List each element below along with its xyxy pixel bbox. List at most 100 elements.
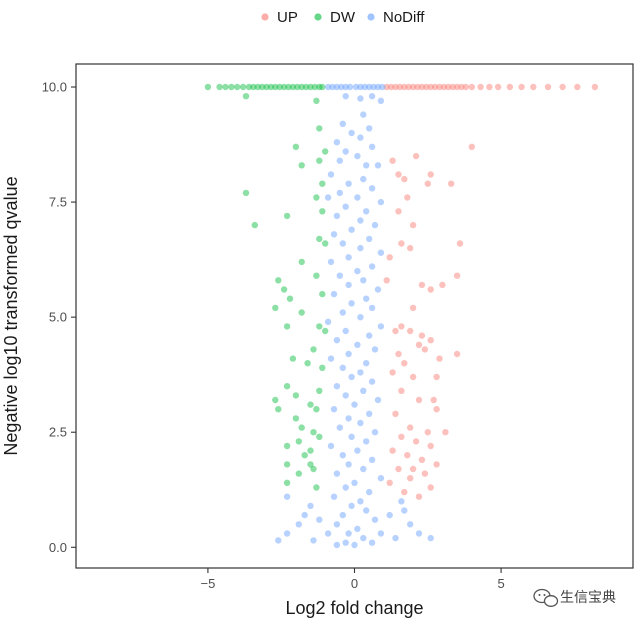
data-point: [389, 157, 396, 164]
data-point: [424, 180, 431, 187]
legend-label-dw: DW: [330, 9, 356, 26]
data-point: [574, 83, 581, 91]
data-point: [477, 83, 484, 91]
data-point: [313, 406, 320, 413]
data-point: [333, 83, 341, 91]
data-point: [591, 83, 599, 91]
data-point: [354, 152, 361, 160]
data-point: [333, 139, 341, 146]
data-point: [396, 83, 404, 91]
data-point: [360, 465, 367, 473]
data-point: [374, 396, 382, 404]
data-point: [304, 360, 311, 367]
data-point: [354, 341, 361, 348]
data-point: [285, 83, 292, 91]
data-point: [322, 148, 329, 155]
data-point: [357, 369, 364, 376]
data-point: [259, 83, 266, 91]
data-point: [313, 97, 320, 105]
data-point: [357, 95, 364, 102]
data-point: [354, 525, 361, 533]
wechat-icon: [533, 588, 559, 607]
data-point: [351, 401, 358, 408]
data-point: [360, 277, 367, 284]
data-point: [289, 355, 297, 362]
data-point: [368, 143, 376, 150]
data-point: [289, 83, 297, 91]
data-point: [368, 263, 376, 270]
data-point: [368, 304, 376, 312]
series-dw: [204, 83, 329, 491]
data-point: [307, 461, 314, 468]
data-point: [250, 83, 257, 91]
data-point: [316, 157, 323, 164]
data-point: [395, 465, 402, 473]
data-point: [421, 346, 429, 353]
data-point: [486, 83, 493, 91]
data-point: [427, 534, 434, 542]
data-point: [239, 83, 247, 91]
data-point: [366, 410, 373, 417]
data-point: [342, 83, 349, 91]
data-point: [254, 83, 261, 91]
data-point: [392, 534, 399, 542]
data-point: [339, 309, 346, 316]
data-point: [327, 355, 335, 362]
data-point: [374, 286, 382, 293]
data-point: [389, 369, 396, 376]
x-axis-title: Log2 fold change: [285, 598, 423, 618]
data-point: [407, 424, 414, 431]
watermark: 生信宝典: [533, 588, 616, 607]
data-point: [430, 396, 437, 404]
data-point: [339, 240, 346, 247]
y-axis-title: Negative log10 transformed qvalue: [1, 176, 21, 455]
data-point: [339, 511, 346, 519]
data-point: [319, 364, 326, 371]
legend-label-up: UP: [277, 9, 298, 26]
data-point: [370, 83, 377, 91]
data-point: [377, 97, 385, 105]
data-point: [368, 378, 376, 385]
data-point: [361, 83, 368, 91]
data-point: [330, 406, 338, 413]
data-point: [234, 83, 241, 91]
data-point: [387, 83, 395, 91]
data-point: [283, 383, 291, 390]
data-point: [283, 493, 291, 500]
data-point: [360, 534, 367, 542]
data-point: [377, 475, 385, 482]
data-point: [345, 254, 352, 261]
data-point: [453, 350, 461, 358]
data-point: [307, 401, 314, 408]
data-point: [436, 355, 443, 362]
data-point: [442, 429, 449, 436]
legend-label-nodiff: NoDiff: [383, 9, 425, 26]
data-point: [342, 484, 349, 491]
data-point: [401, 175, 408, 183]
data-point: [427, 484, 434, 491]
data-point: [409, 221, 417, 229]
x-tick-label: −5: [201, 576, 216, 591]
data-point: [352, 83, 360, 91]
data-point: [333, 521, 341, 528]
data-point: [368, 185, 376, 192]
data-point: [379, 83, 386, 91]
data-point: [377, 323, 385, 330]
data-point: [424, 429, 431, 436]
data-point: [494, 83, 502, 91]
data-point: [407, 475, 414, 482]
data-point: [283, 479, 291, 486]
data-point: [427, 83, 434, 91]
data-point: [310, 537, 317, 544]
data-point: [374, 83, 382, 91]
data-point: [316, 433, 323, 440]
data-point: [292, 143, 300, 150]
data-point: [386, 479, 393, 486]
data-point: [351, 541, 358, 549]
data-point: [445, 83, 452, 91]
series-up: [383, 83, 599, 500]
x-tick-label: 0: [351, 576, 358, 591]
data-point: [301, 452, 308, 459]
data-point: [433, 406, 440, 413]
data-point: [412, 438, 420, 445]
